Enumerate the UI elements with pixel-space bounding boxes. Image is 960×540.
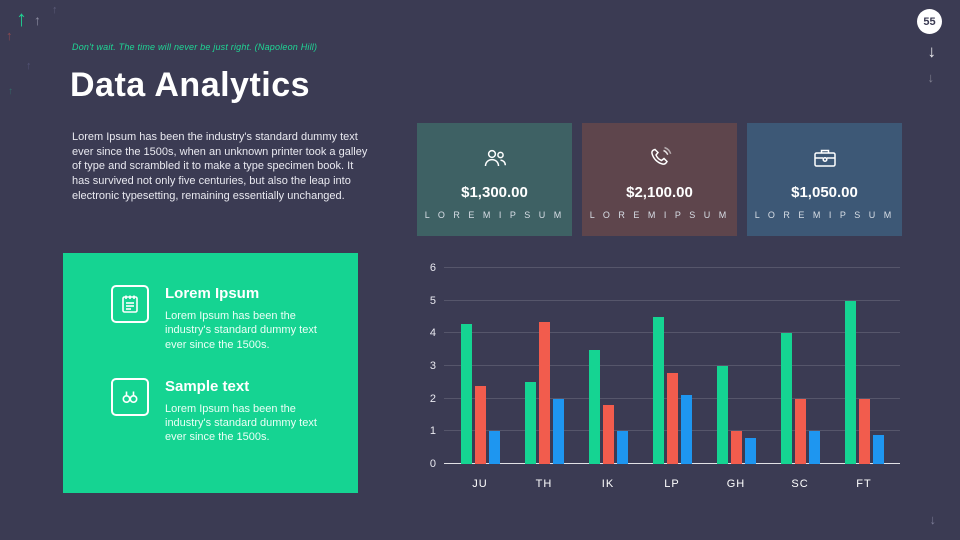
down-arrow-icon: ↓ xyxy=(927,70,935,85)
bar-series-red xyxy=(666,372,678,464)
bar-series-red xyxy=(538,321,550,464)
stat-value: $1,050.00 xyxy=(791,184,858,201)
briefcase-icon xyxy=(747,143,902,173)
decorative-arrow-icon: ↑ xyxy=(8,86,13,97)
y-axis-tick-label: 1 xyxy=(429,425,436,438)
stat-value: $1,300.00 xyxy=(461,184,528,201)
gridline xyxy=(444,332,900,334)
y-axis: 0 1 2 3 4 5 6 xyxy=(420,262,436,470)
decorative-arrow-icon: ↑ xyxy=(34,12,41,28)
page-title: Data Analytics xyxy=(70,66,311,104)
feature-title: Lorem Ipsum xyxy=(165,285,260,302)
feature-description: Lorem Ipsum has been the industry's stan… xyxy=(165,402,317,444)
stat-card-business: $1,050.00 L O R E M I P S U M xyxy=(747,123,902,236)
bar-series-blue xyxy=(680,395,692,464)
binoculars-icon xyxy=(111,377,149,416)
bar-group: TH xyxy=(524,268,564,490)
bar-series-green xyxy=(588,349,600,464)
phone-icon xyxy=(582,143,737,173)
stat-label: L O R E M I P S U M xyxy=(424,210,565,220)
feature-card: Lorem Ipsum Lorem Ipsum has been the ind… xyxy=(63,253,358,493)
x-axis-label: LP xyxy=(664,478,680,490)
decorative-arrow-icon: ↑ xyxy=(16,6,27,31)
bar-series-green xyxy=(524,382,536,464)
bar-series-blue xyxy=(808,431,820,464)
decorative-arrow-icon: ↑ xyxy=(26,60,32,72)
down-arrow-icon: ↓ xyxy=(929,512,937,527)
gridline xyxy=(444,267,900,268)
bar-group: GH xyxy=(716,268,756,490)
bar-group: SC xyxy=(780,268,820,490)
x-axis-label: FT xyxy=(856,478,872,490)
y-axis-tick-label: 3 xyxy=(429,360,436,372)
stat-cards: $1,300.00 L O R E M I P S U M $2,100.00 … xyxy=(417,123,902,236)
page-number-badge: 55 xyxy=(917,9,942,34)
intro-paragraph: Lorem Ipsum has been the industry's stan… xyxy=(72,131,368,202)
x-axis-label: JU xyxy=(472,478,488,490)
bar-series-green xyxy=(844,300,856,464)
stat-value: $2,100.00 xyxy=(626,184,693,201)
x-axis-label: TH xyxy=(535,478,553,490)
bar-series-red xyxy=(730,431,742,464)
stat-card-users: $1,300.00 L O R E M I P S U M xyxy=(417,123,572,236)
bar-group: JU xyxy=(460,268,500,490)
bar-series-red xyxy=(602,405,614,464)
stat-card-calls: $2,100.00 L O R E M I P S U M xyxy=(582,123,737,236)
chart-plot-area: 0 1 2 3 4 5 6 JU TH IK LP GH SC FT xyxy=(430,262,900,490)
x-axis-label: GH xyxy=(726,478,746,490)
bar-chart: 0 1 2 3 4 5 6 JU TH IK LP GH SC FT xyxy=(420,262,900,490)
gridline xyxy=(444,299,900,301)
feature-text: Sample text Lorem Ipsum has been the ind… xyxy=(165,378,330,445)
stat-label: L O R E M I P S U M xyxy=(754,210,895,220)
decorative-arrow-icon: ↑ xyxy=(6,28,13,43)
bar-group: LP xyxy=(652,268,692,490)
feature-text: Lorem Ipsum Lorem Ipsum has been the ind… xyxy=(165,285,330,352)
bar-group: IK xyxy=(588,268,628,490)
bar-series-blue xyxy=(552,398,564,464)
bar-series-blue xyxy=(872,434,884,464)
bar-series-green xyxy=(652,317,664,464)
bar-series-red xyxy=(474,385,486,464)
bar-series-red xyxy=(858,398,870,464)
down-arrow-icon: ↓ xyxy=(927,42,937,61)
feature-item: Sample text Lorem Ipsum has been the ind… xyxy=(63,352,358,445)
quote-text: Don't wait. The time will never be just … xyxy=(72,42,318,52)
y-axis-tick-label: 5 xyxy=(429,294,436,307)
feature-item: Lorem Ipsum Lorem Ipsum has been the ind… xyxy=(63,253,358,352)
feature-description: Lorem Ipsum has been the industry's stan… xyxy=(165,310,317,351)
bar-groups: JU TH IK LP GH SC FT xyxy=(448,268,896,490)
bar-series-blue xyxy=(488,431,500,464)
bar-series-red xyxy=(794,398,806,464)
y-axis-tick-label: 6 xyxy=(429,262,436,274)
notepad-icon xyxy=(111,285,149,323)
bar-group: FT xyxy=(844,268,884,490)
y-axis-tick-label: 4 xyxy=(429,327,436,340)
stat-label: L O R E M I P S U M xyxy=(589,210,730,220)
x-axis-label: IK xyxy=(601,478,615,490)
bar-series-green xyxy=(780,333,792,464)
people-icon xyxy=(417,143,572,173)
x-axis-label: SC xyxy=(791,478,809,490)
bar-series-green xyxy=(460,323,472,464)
bar-series-blue xyxy=(616,431,628,464)
decorative-arrow-icon: ↑ xyxy=(52,4,58,16)
gridline xyxy=(444,365,900,366)
bar-series-green xyxy=(716,366,728,464)
y-axis-tick-label: 0 xyxy=(429,458,436,470)
feature-title: Sample text xyxy=(165,377,250,395)
bar-series-blue xyxy=(744,437,756,464)
y-axis-tick-label: 2 xyxy=(429,392,436,405)
